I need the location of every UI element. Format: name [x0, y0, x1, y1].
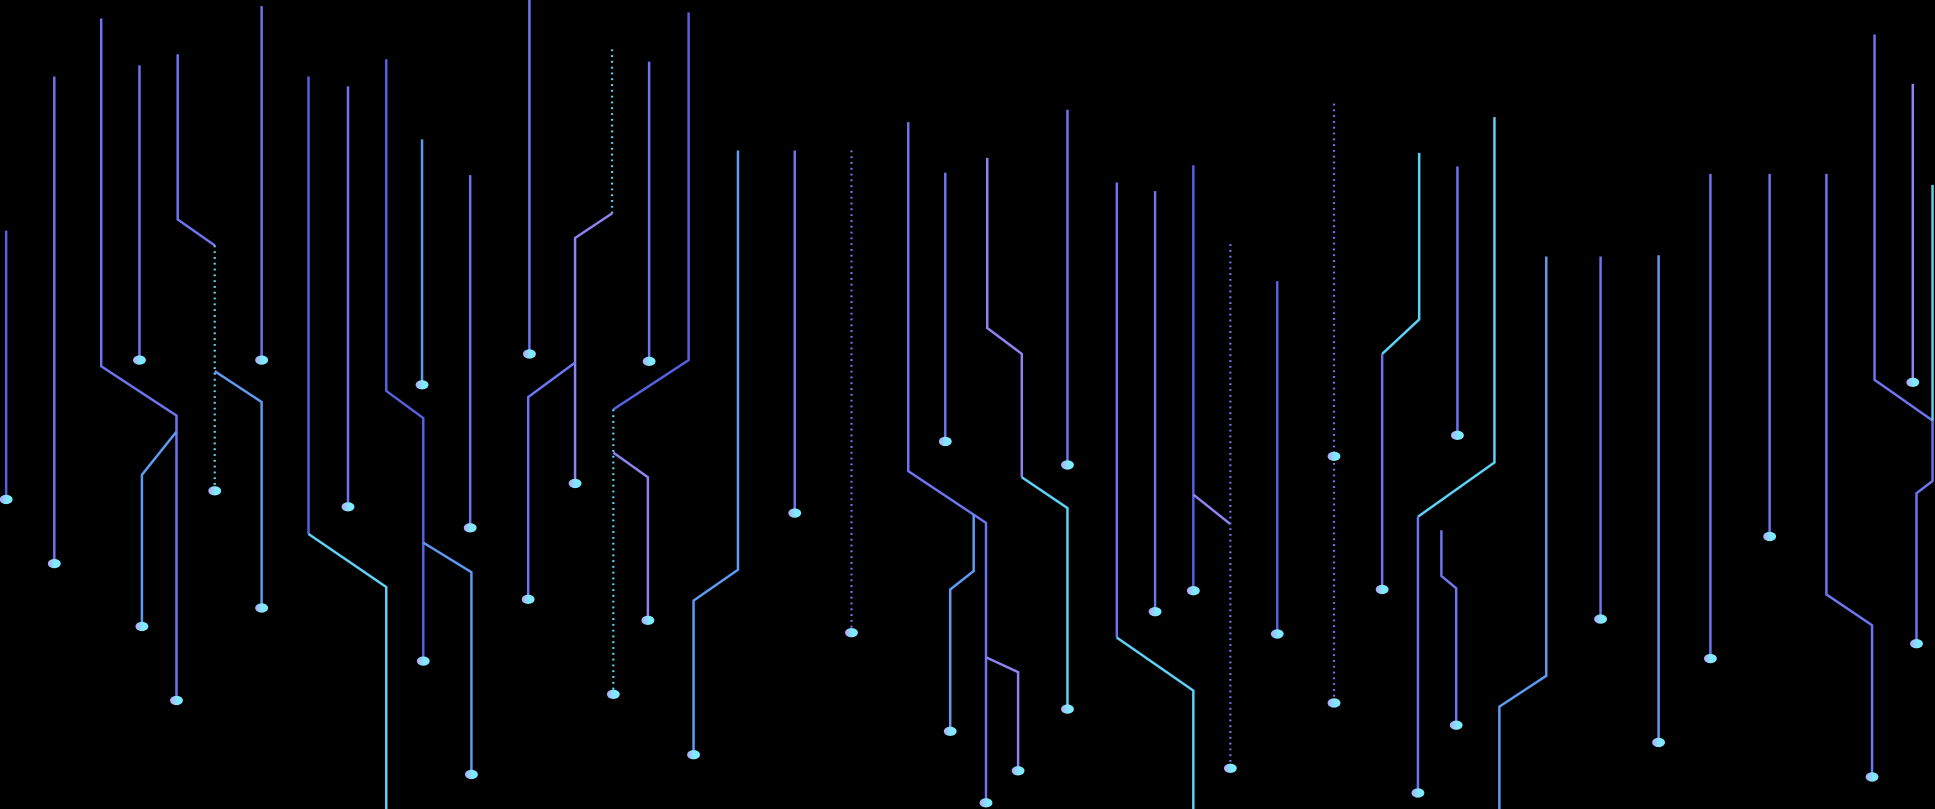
endpoint-dot-33 — [1327, 698, 1341, 708]
endpoint-dot-11 — [463, 523, 477, 533]
trace-1519 — [1873, 34, 1934, 644]
endpoint-dot-30 — [1223, 763, 1237, 773]
endpoint-dot-41 — [1763, 531, 1777, 542]
endpoint-dot-14 — [521, 594, 535, 605]
trace-558 — [612, 12, 690, 411]
endpoint-dot-21 — [845, 627, 858, 638]
trace-800-b — [1021, 476, 1069, 710]
endpoint-dot-1 — [47, 558, 61, 569]
traces-layer — [4, 0, 1934, 809]
trace-1480 — [1825, 173, 1874, 777]
endpoint-dot-43 — [1906, 377, 1920, 387]
trace-1211 — [1417, 117, 1496, 518]
trace-905-b — [1116, 636, 1195, 809]
trace-82-br — [140, 430, 178, 627]
endpoint-dot-4 — [170, 695, 183, 706]
endpoint-dot-24 — [979, 798, 993, 808]
endpoint-dot-12 — [464, 769, 478, 780]
endpoint-dot-28 — [1148, 606, 1162, 617]
endpoint-dot-31 — [1270, 629, 1284, 639]
trace-82 — [99, 18, 178, 701]
endpoint-dot-18 — [642, 356, 656, 367]
endpoint-dot-44 — [1910, 639, 1923, 649]
endpoint-dot-36 — [1449, 720, 1463, 730]
endpoint-dot-22 — [938, 436, 952, 447]
trace-736-b1 — [985, 656, 1020, 771]
dots-layer — [0, 349, 1923, 808]
endpoint-dot-23 — [943, 726, 957, 736]
endpoint-dot-29 — [1186, 586, 1200, 596]
endpoint-dot-39 — [1652, 737, 1665, 748]
endpoint-dot-34 — [1375, 584, 1389, 595]
trace-496 — [573, 212, 613, 484]
endpoint-dot-8 — [341, 502, 355, 512]
endpoint-dot-5 — [208, 486, 222, 496]
trace-1253 — [1498, 256, 1548, 809]
endpoint-dot-10 — [416, 656, 430, 666]
endpoint-dot-27 — [1061, 704, 1074, 714]
endpoint-dot-6 — [255, 355, 269, 365]
trace-496-br — [526, 361, 576, 600]
endpoint-dot-25 — [1011, 766, 1025, 776]
trace-144 — [176, 54, 216, 247]
endpoint-dot-40 — [1703, 653, 1717, 664]
trace-736 — [907, 122, 988, 803]
endpoint-dot-26 — [1061, 460, 1074, 470]
endpoint-dot-19 — [687, 750, 700, 760]
endpoint-dot-16 — [606, 689, 620, 699]
trace-800 — [986, 157, 1024, 478]
trace-250-b — [307, 532, 388, 809]
endpoint-dot-42 — [1865, 772, 1879, 782]
endpoint-dot-38 — [1594, 614, 1607, 624]
endpoint-dot-20 — [788, 508, 802, 518]
endpoint-dot-32 — [1327, 451, 1341, 461]
trace-558-br — [612, 451, 650, 621]
trace-967-br — [1192, 493, 1232, 526]
trace-1150 — [1381, 152, 1421, 355]
endpoint-dot-13 — [522, 349, 536, 359]
endpoint-dot-15 — [568, 478, 582, 489]
endpoint-dot-2 — [133, 355, 146, 365]
trace-1168 — [1440, 530, 1458, 726]
endpoint-dot-17 — [641, 615, 655, 626]
trace-174-br — [214, 370, 263, 608]
trace-313-br — [422, 541, 473, 775]
endpoint-dot-7 — [255, 603, 269, 613]
endpoint-dot-37 — [1451, 430, 1464, 441]
endpoint-dot-3 — [135, 621, 149, 632]
trace-313 — [385, 59, 425, 662]
endpoint-dot-35 — [1411, 788, 1425, 798]
trace-598 — [692, 150, 740, 755]
endpoint-dot-9 — [415, 380, 429, 390]
trace-736-b2 — [948, 514, 975, 732]
endpoint-dot-0 — [0, 494, 13, 505]
